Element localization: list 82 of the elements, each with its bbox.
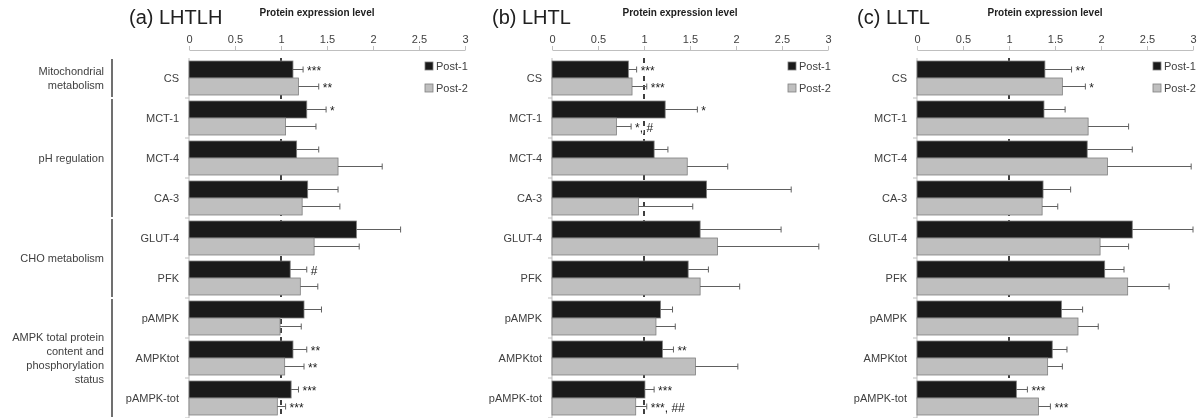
annotation: ** [308, 360, 318, 375]
x-tick-label: 0 [914, 33, 921, 45]
y-tick-label: GLUT-4 [140, 232, 179, 244]
y-tick-label: pAMPK-tot [853, 392, 907, 404]
legend-label: Post-1 [799, 60, 831, 72]
legend-label: Post-2 [799, 82, 831, 94]
x-tick-label: 3 [825, 33, 832, 45]
y-tick-label: MCT-4 [146, 152, 179, 164]
x-tick-label: 0.5 [227, 33, 244, 45]
y-tick-label: MCT-1 [509, 112, 542, 124]
annotation: *** [307, 63, 322, 78]
x-tick-label: 1.5 [319, 33, 336, 45]
x-tick-label: 1 [1006, 33, 1013, 45]
y-tick-label: GLUT-4 [868, 232, 907, 244]
x-tick-label: 0.5 [955, 33, 972, 45]
y-tick-label: AMPKtot [498, 352, 542, 364]
y-tick-label: pAMPK-tot [488, 392, 542, 404]
annotation: # [310, 263, 318, 278]
annotation: * [1089, 80, 1095, 95]
y-tick-label: MCT-1 [146, 112, 179, 124]
x-tick-label: 0.5 [590, 33, 607, 45]
y-tick-label: pAMPK [141, 312, 180, 324]
text: Mitochondrial metabolism [38, 65, 104, 91]
annotation: *** [302, 383, 317, 398]
x-axis-title: Protein expression level [622, 7, 738, 18]
x-tick-label: 0 [186, 33, 193, 45]
chart-title: (a) LHTLH [129, 6, 223, 28]
y-tick-label: CA-3 [516, 192, 542, 204]
annotation: ***, ## [650, 400, 686, 415]
x-tick-label: 1.5 [682, 33, 699, 45]
annotation: *** [650, 80, 666, 95]
y-tick-label: PFK [520, 272, 543, 284]
x-tick-label: 3 [462, 33, 469, 45]
y-tick-label: CS [163, 72, 179, 84]
y-tick-label: PFK [885, 272, 908, 284]
text: AMPK total protein content and phosphorylation status [12, 331, 105, 385]
x-tick-label: 3 [1190, 33, 1197, 45]
annotation: *** [1031, 383, 1046, 398]
y-tick-label: MCT-1 [874, 112, 907, 124]
y-tick-label: CA-3 [153, 192, 179, 204]
y-tick-label: AMPKtot [135, 352, 179, 364]
x-tick-label: 1 [641, 33, 648, 45]
x-tick-label: 1 [278, 33, 285, 45]
x-axis-title: Protein expression level [259, 7, 375, 18]
y-tick-label: CS [526, 72, 542, 84]
x-tick-label: 2 [733, 33, 740, 45]
x-tick-label: 2 [1098, 33, 1105, 45]
legend-label: Post-2 [1164, 82, 1196, 94]
annotation: ** [1075, 63, 1086, 78]
x-tick-label: 2.5 [774, 33, 791, 45]
annotation: *** [1054, 400, 1069, 415]
y-tick-label: pAMPK [504, 312, 543, 324]
y-tick-label: pAMPK-tot [125, 392, 179, 404]
annotation: ** [310, 343, 321, 358]
text: CHO metabolism [20, 252, 104, 264]
text: pH regulation [38, 152, 104, 164]
annotation: * [701, 103, 707, 118]
y-tick-label: PFK [157, 272, 180, 284]
y-tick-label: MCT-4 [874, 152, 907, 164]
x-tick-label: 1.5 [1047, 33, 1064, 45]
legend-label: Post-2 [436, 82, 468, 94]
chart-title: (c) LLTL [857, 6, 930, 28]
annotation: ** [322, 80, 333, 95]
annotation: * [330, 103, 336, 118]
y-tick-label: CA-3 [881, 192, 907, 204]
legend-label: Post-1 [1164, 60, 1196, 72]
x-tick-label: 2.5 [411, 33, 428, 45]
y-tick-label: AMPKtot [863, 352, 907, 364]
y-tick-label: MCT-4 [509, 152, 542, 164]
annotation: *, # [635, 120, 654, 135]
y-tick-label: GLUT-4 [503, 232, 542, 244]
chart-title: (b) LHTL [492, 6, 571, 28]
x-tick-label: 0 [549, 33, 556, 45]
y-tick-label: CS [891, 72, 907, 84]
y-tick-label: pAMPK [869, 312, 908, 324]
x-tick-label: 2.5 [1139, 33, 1156, 45]
annotation: *** [289, 400, 304, 415]
legend-label: Post-1 [436, 60, 468, 72]
x-axis-title: Protein expression level [987, 7, 1103, 18]
x-tick-label: 2 [370, 33, 377, 45]
annotation: *** [658, 383, 673, 398]
annotation: ** [677, 343, 688, 358]
